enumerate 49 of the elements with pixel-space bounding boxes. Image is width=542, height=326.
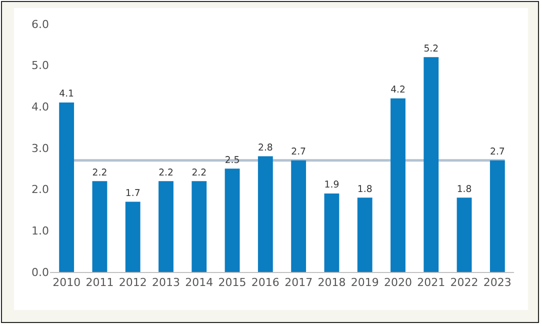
y-tick-label: 1.0 — [32, 224, 49, 238]
x-tick-label: 2016 — [251, 276, 280, 290]
data-label: 2.7 — [490, 146, 505, 158]
bar — [224, 168, 240, 272]
bar — [424, 57, 439, 272]
bar — [258, 156, 273, 272]
y-tick-label: 3.0 — [32, 142, 49, 155]
y-tick-label: 6.0 — [32, 18, 49, 31]
bar — [158, 181, 174, 272]
x-tick-label: 2010 — [52, 276, 81, 290]
bar — [92, 181, 108, 272]
data-label: 4.2 — [390, 84, 406, 96]
data-label: 2.5 — [224, 154, 240, 166]
data-label: 2.2 — [92, 167, 108, 178]
x-tick-label: 2014 — [185, 276, 214, 290]
bar — [291, 160, 306, 272]
y-tick-label: 0.0 — [32, 266, 49, 279]
data-label: 2.8 — [258, 142, 273, 154]
x-tick-label: 2020 — [384, 276, 412, 290]
data-label: 1.7 — [125, 188, 140, 199]
x-tick-label: 2015 — [218, 276, 246, 290]
x-tick-label: 2012 — [118, 276, 147, 290]
bar — [357, 198, 372, 272]
data-label: 1.9 — [324, 180, 340, 191]
x-tick-label: 2013 — [152, 276, 180, 290]
data-label: 1.8 — [456, 184, 472, 195]
y-tick-label: 2.0 — [32, 183, 49, 196]
x-tick-label: 2022 — [450, 276, 478, 290]
x-tick-label: 2019 — [350, 276, 379, 290]
data-label: 2.2 — [158, 167, 174, 178]
data-label: 1.8 — [357, 184, 372, 195]
data-label: 4.1 — [59, 88, 74, 100]
x-tick-label: 2021 — [417, 276, 446, 290]
data-label: 2.7 — [291, 146, 306, 158]
bar — [59, 102, 74, 272]
bar — [490, 160, 505, 272]
x-tick-label: 2011 — [86, 276, 114, 290]
y-tick-label: 5.0 — [32, 59, 49, 72]
data-label: 2.2 — [192, 167, 207, 178]
bar — [456, 198, 472, 272]
bar — [324, 193, 340, 272]
x-tick-label: 2023 — [483, 276, 512, 290]
bar — [390, 98, 406, 272]
data-label: 5.2 — [424, 43, 439, 54]
x-tick-label: 2018 — [318, 276, 346, 290]
x-tick-label: 2017 — [284, 276, 313, 290]
bar — [192, 181, 207, 272]
bar — [125, 202, 140, 272]
y-tick-label: 4.0 — [32, 100, 49, 114]
